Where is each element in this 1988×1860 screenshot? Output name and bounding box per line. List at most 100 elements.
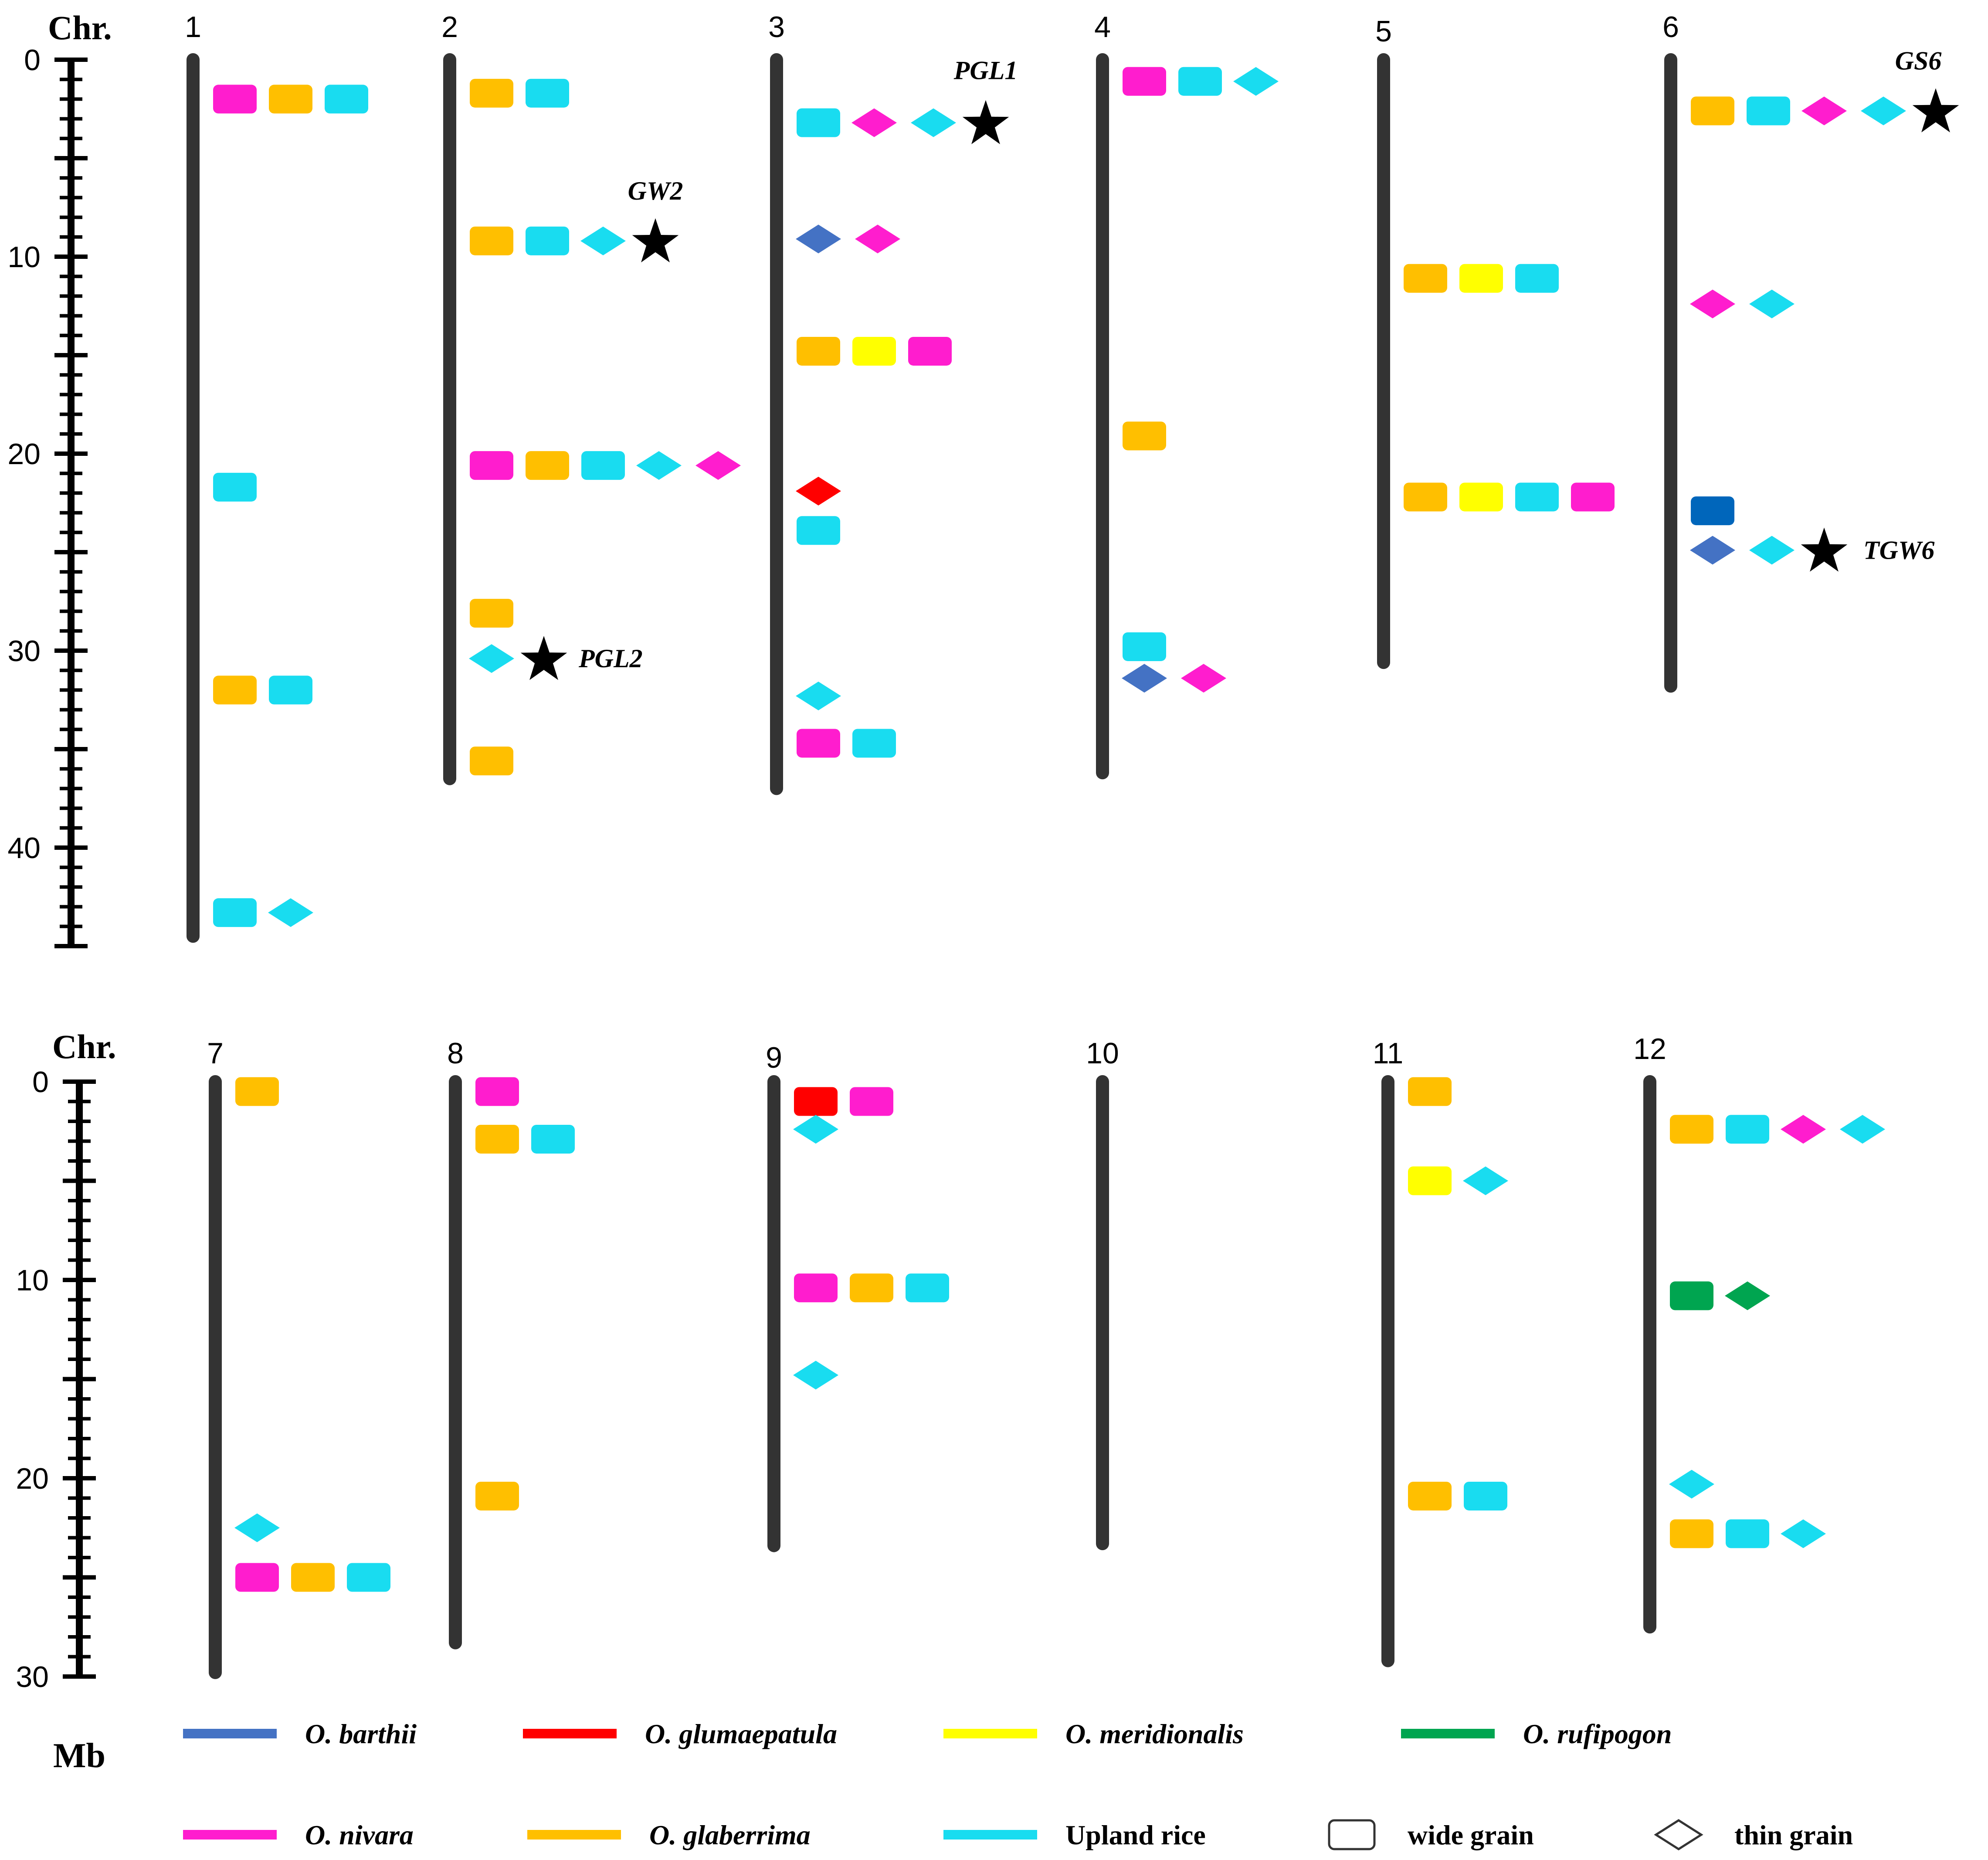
axis-tick-label: 20 [7,438,41,471]
gene-star-icon [962,100,1009,144]
axis-tick-label: 0 [24,44,41,77]
thin-grain-marker [793,1115,838,1144]
chromosome-11 [1381,1075,1508,1667]
chr-label: Chr. [48,9,112,47]
gene-label: TGW6 [1863,536,1934,564]
wide-grain-marker [1123,632,1166,661]
wide-grain-marker [470,78,513,108]
wide-grain-marker [1459,264,1503,293]
axis-tick-label: 30 [7,635,41,668]
wide-grain-marker [526,226,569,255]
thin-grain-marker [796,476,841,506]
legend-label: Upland rice [1065,1819,1206,1850]
thin-grain-marker [1233,67,1279,96]
wide-grain-marker [1571,482,1615,512]
thin-grain-marker [796,681,841,710]
gene-label: PGL2 [578,644,643,673]
wide-grain-marker [291,1563,335,1592]
thin-grain-marker [1725,1281,1770,1310]
thin-grain-marker [1463,1166,1508,1195]
axis-tick-label: 40 [7,832,41,865]
thin-grain-marker [234,1513,280,1542]
wide-grain-marker [797,336,840,366]
chromosome-9 [767,1075,949,1552]
axis-tick-label: 20 [16,1462,49,1495]
gene-star-icon [1912,88,1959,132]
axis-ruler-2 [63,1079,96,1679]
legend-label: O. barthii [305,1718,417,1749]
wide-grain-marker [797,516,840,545]
wide-grain-marker [850,1087,893,1116]
thin-grain-marker [1122,664,1167,693]
wide-grain-marker [235,1077,279,1106]
gene-label: GW2 [628,176,683,205]
thin-grain-marker [1690,536,1735,565]
chromosome-6 [1664,53,1959,693]
wide-grain-marker [325,85,368,114]
legend-label: O. glaberrima [649,1819,811,1850]
thin-grain-marker [268,898,313,927]
gene-label: PGL1 [953,56,1018,85]
wide-grain-marker [1691,96,1734,126]
legend [183,1729,1703,1850]
wide-grain-marker [1747,96,1790,126]
wide-grain-marker [526,78,569,108]
axis-tick-label: 10 [7,241,41,274]
thin-grain-marker [1669,1470,1714,1499]
axis-tick-label: 10 [16,1264,49,1297]
unit-label: Mb [53,1737,105,1775]
chromosome-8 [449,1075,575,1650]
thin-grain-marker [469,644,514,673]
chromosome-number: 3 [768,10,785,44]
wide-grain-marker [850,1273,893,1303]
wide-grain-marker [470,747,513,776]
wide-grain-marker [213,472,257,502]
wide-grain-marker [1670,1519,1713,1548]
thin-grain-marker [1801,96,1847,126]
chr-label: Chr. [52,1028,116,1066]
gene-label: GS6 [1895,47,1942,75]
wide-grain-marker [213,85,257,114]
chromosome-number: 4 [1094,10,1111,44]
wide-grain-marker [1178,67,1222,96]
thin-grain-marker [1781,1115,1826,1144]
chromosome-number: 10 [1086,1037,1119,1070]
legend-label: O. nivara [305,1819,414,1850]
wide-grain-marker [1464,1481,1507,1510]
thin-grain-marker [1840,1115,1885,1144]
wide-grain-marker [531,1124,575,1154]
wide-grain-marker [475,1124,519,1154]
legend-item [1654,1819,1703,1850]
wide-grain-marker [1515,482,1559,512]
gene-star-icon [1801,527,1848,572]
wide-grain-marker [581,451,625,480]
thin-grain-marker [1690,289,1735,319]
chromosome-number: 1 [185,10,201,44]
thin-grain-marker [1749,289,1795,319]
wide-grain-marker [797,729,840,758]
legend-label: O. rufipogon [1523,1718,1672,1749]
chromosome-number: 12 [1633,1032,1666,1066]
wide-grain-marker [1408,1166,1452,1195]
wide-grain-marker [852,729,896,758]
wide-grain-marker [1123,67,1166,96]
wide-grain-marker [1726,1115,1769,1144]
wide-grain-marker [470,226,513,255]
chromosome-12 [1643,1075,1885,1634]
legend-label: O. glumaepatula [645,1718,837,1749]
wide-grain-marker [852,336,896,366]
wide-grain-marker [269,675,312,705]
chromosome-7 [209,1075,390,1679]
wide-grain-marker [347,1563,390,1592]
wide-grain-marker [470,599,513,628]
wide-grain-marker [906,1273,949,1303]
thin-grain-marker [852,108,897,137]
wide-grain-marker [1123,421,1166,451]
wide-grain-marker [470,451,513,480]
axis-tick-label: 0 [32,1066,49,1099]
thin-grain-marker [1181,664,1226,693]
thin-grain-marker [796,224,841,254]
wide-grain-marker [1670,1115,1713,1144]
chromosome-5 [1377,53,1615,669]
